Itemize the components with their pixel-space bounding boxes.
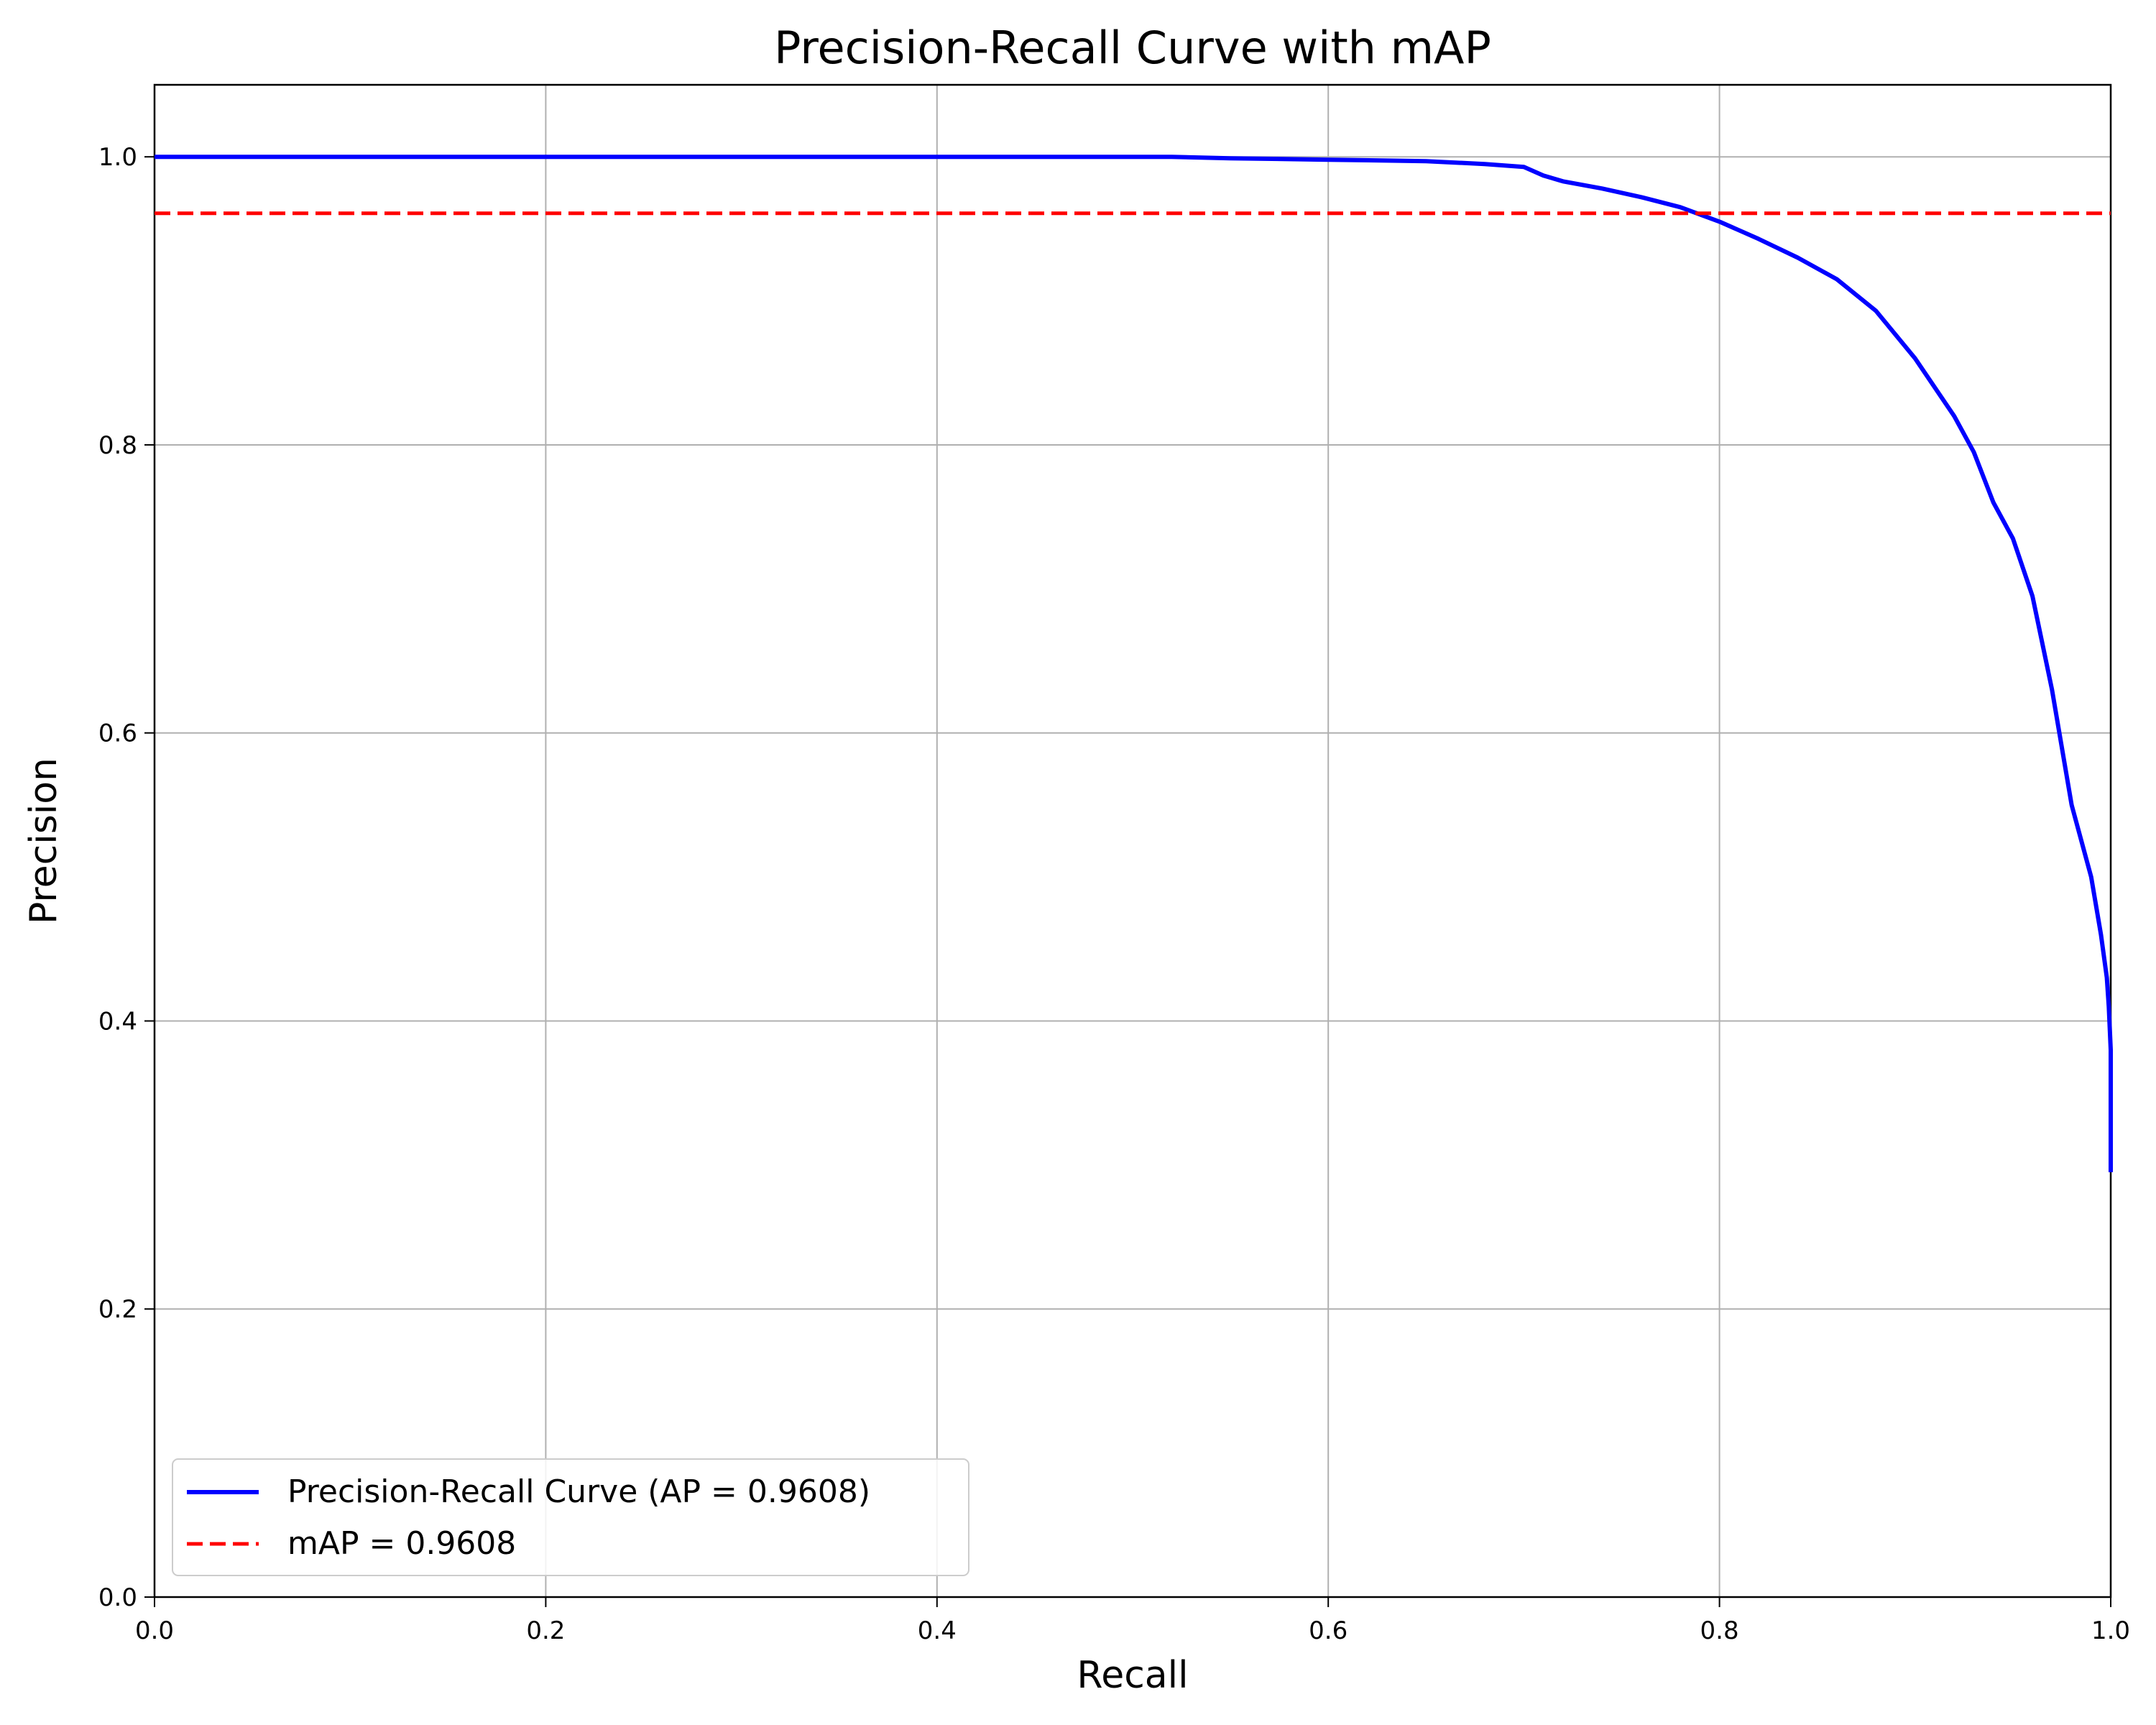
y-tick-label: 0.8 (98, 431, 137, 460)
y-tick-label: 0.2 (98, 1295, 137, 1324)
y-tick-label: 1.0 (98, 143, 137, 172)
series-lines (155, 155, 2113, 1172)
y-tick-label: 0.6 (98, 719, 137, 748)
grid-lines (154, 85, 2111, 1598)
legend-label-0: Precision-Recall Curve (AP = 0.9608) (287, 1473, 870, 1510)
x-tick-label: 0.2 (526, 1616, 565, 1645)
legend-label-1: mAP = 0.9608 (287, 1525, 516, 1562)
x-tick-label: 0.6 (1309, 1616, 1348, 1645)
plot-area-frame (153, 83, 2112, 1598)
y-axis-label: Precision (22, 758, 65, 924)
series-line-0 (155, 155, 2113, 1172)
x-tick-label: 0.8 (1700, 1616, 1739, 1645)
legend-box (172, 1458, 969, 1576)
x-tick-label: 0.0 (135, 1616, 174, 1645)
axis-ticks: 0.0 0.2 0.4 0.6 0.8 1.0 0.0 0.2 0.4 0.6 0.8 1.0 (98, 143, 2130, 1645)
y-tick-label: 0.4 (98, 1007, 137, 1036)
x-tick-label: 1.0 (2091, 1616, 2130, 1645)
x-axis-label: Recall (1077, 1654, 1188, 1697)
chart-title: Precision-Recall Curve with mAP (774, 22, 1491, 74)
legend: Precision-Recall Curve (AP = 0.9608) mAP … (172, 1458, 969, 1576)
x-tick-label: 0.4 (918, 1616, 957, 1645)
y-tick-label: 0.0 (98, 1583, 137, 1612)
